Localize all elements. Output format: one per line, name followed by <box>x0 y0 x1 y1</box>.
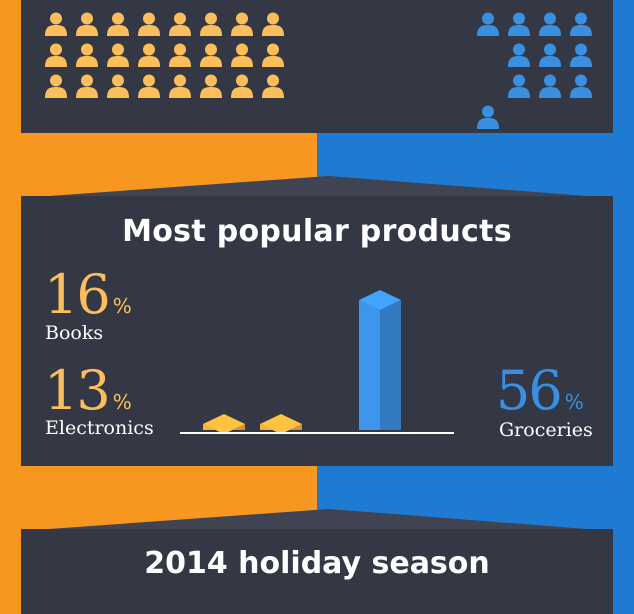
orange-people-grid <box>40 8 288 101</box>
person-icon <box>503 8 534 39</box>
percent-sign: % <box>112 390 132 414</box>
person-icon <box>472 101 503 132</box>
person-icon <box>534 39 565 70</box>
bar-groceries-side <box>380 300 401 430</box>
products-panel <box>21 196 613 466</box>
person-icon <box>40 70 71 101</box>
person-icon <box>164 39 195 70</box>
groceries-value: 56 <box>496 359 563 422</box>
person-icon <box>133 70 164 101</box>
bar-books-top <box>203 414 245 434</box>
person-icon <box>164 8 195 39</box>
person-icon <box>565 39 596 70</box>
person-icon <box>195 8 226 39</box>
electronics-stat: 13% <box>44 364 132 418</box>
groceries-label: Groceries <box>499 419 593 441</box>
person-icon <box>133 8 164 39</box>
books-value: 16 <box>44 263 111 326</box>
bar-groceries-front <box>359 300 380 430</box>
person-icon <box>71 8 102 39</box>
person-icon <box>565 8 596 39</box>
person-icon <box>40 8 71 39</box>
footer-title: 2014 holiday season <box>144 546 490 581</box>
person-icon <box>226 70 257 101</box>
person-icon <box>565 70 596 101</box>
person-icon <box>226 8 257 39</box>
bar-electronics-top <box>260 414 302 434</box>
person-icon <box>257 39 288 70</box>
person-icon <box>102 70 133 101</box>
person-icon <box>102 8 133 39</box>
percent-sign: % <box>112 294 132 318</box>
person-icon <box>164 70 195 101</box>
percent-sign: % <box>564 390 584 414</box>
person-icon <box>40 39 71 70</box>
person-icon <box>71 70 102 101</box>
books-stat: 16% <box>44 268 132 322</box>
person-icon <box>257 8 288 39</box>
person-icon <box>534 8 565 39</box>
person-icon <box>503 70 534 101</box>
person-icon <box>71 39 102 70</box>
footer-panel <box>21 529 613 614</box>
books-label: Books <box>45 322 104 344</box>
person-icon <box>534 70 565 101</box>
person-icon <box>195 39 226 70</box>
person-icon <box>102 39 133 70</box>
person-icon <box>472 8 503 39</box>
blue-people-grid <box>472 8 596 132</box>
groceries-stat: 56% <box>496 364 584 418</box>
electronics-label: Electronics <box>45 417 154 439</box>
person-icon <box>503 39 534 70</box>
person-icon <box>195 70 226 101</box>
person-icon <box>133 39 164 70</box>
bar-groceries-top <box>359 290 401 310</box>
person-icon <box>257 70 288 101</box>
chart-title: Most popular products <box>122 214 512 249</box>
person-icon <box>226 39 257 70</box>
electronics-value: 13 <box>44 359 111 422</box>
